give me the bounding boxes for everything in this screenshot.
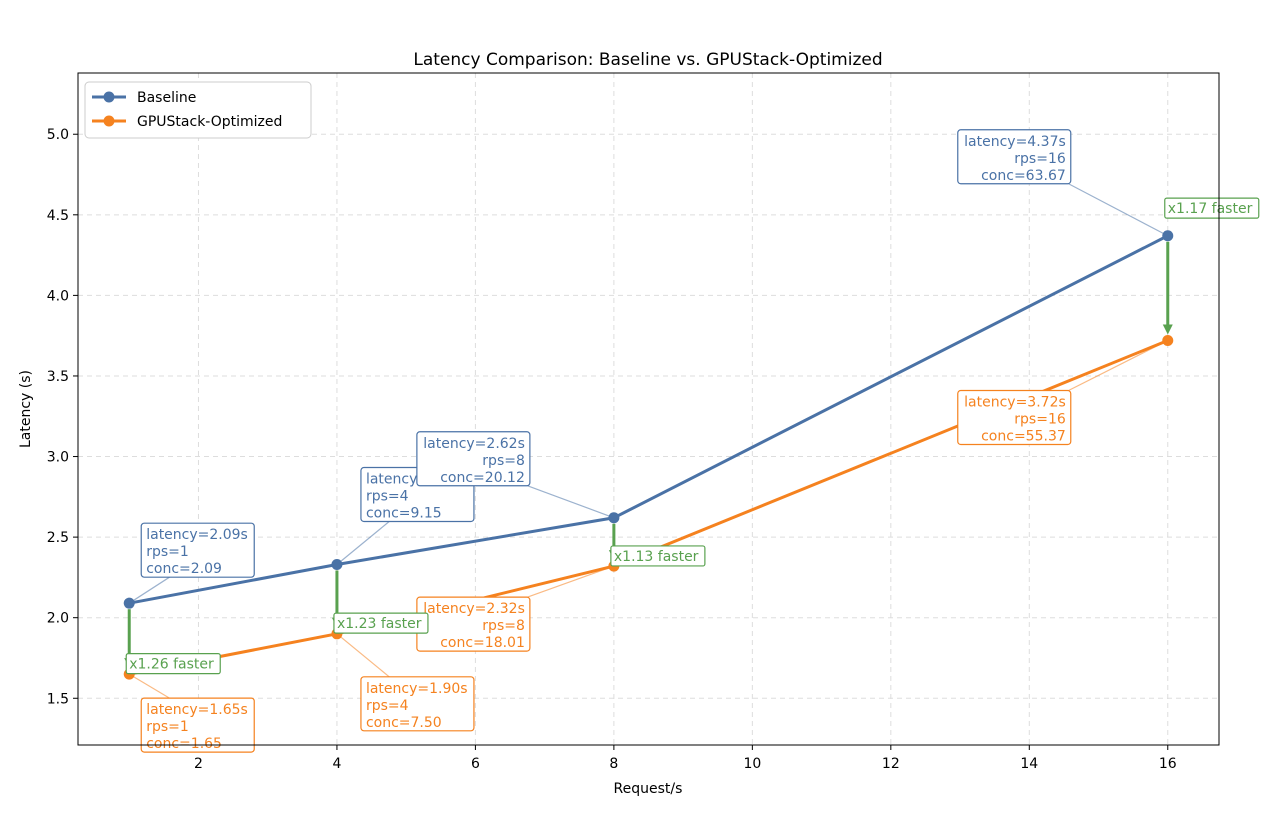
annotation-text: conc=63.67	[981, 168, 1066, 184]
annotation-box	[140, 697, 255, 753]
annotation-connector	[336, 521, 390, 565]
legend-swatch-marker	[103, 115, 115, 127]
annotation-box	[360, 676, 475, 732]
y-tick-label: 1.5	[47, 691, 69, 707]
x-tick-label: 14	[1020, 756, 1038, 772]
annotation-text: latency=4.37s	[964, 134, 1066, 150]
annotation-connector	[527, 565, 615, 598]
annotation-connector	[128, 576, 170, 604]
legend-label: GPUStack-Optimized	[137, 114, 282, 130]
annotation-connector	[336, 633, 390, 678]
speedup-label: x1.17 faster	[1168, 201, 1253, 217]
annotation-text: conc=1.65	[146, 736, 222, 752]
annotation-text: conc=7.50	[366, 715, 442, 731]
x-tick-label: 4	[332, 756, 341, 772]
annotation-box	[957, 389, 1072, 446]
annotation-text: rps=1	[146, 544, 189, 560]
annotation-box	[416, 431, 531, 487]
speedup-label-box	[333, 612, 429, 634]
speedup-arrowhead	[1162, 324, 1173, 335]
annotation-box	[957, 129, 1072, 185]
series-line-0	[128, 234, 1169, 605]
x-tick-label: 6	[471, 756, 480, 772]
x-tick-label: 12	[882, 756, 900, 772]
y-tick-label: 3.5	[47, 369, 69, 385]
chart-title: Latency Comparison: Baseline vs. GPUStac…	[413, 50, 882, 70]
annotation-text: conc=2.09	[146, 561, 222, 577]
annotation-text: latency=3.72s	[964, 395, 1066, 411]
annotation-connector	[1068, 183, 1169, 237]
speedup-label-box	[125, 653, 221, 675]
annotation-text: latency=2.09s	[146, 527, 248, 543]
annotation-text: latency=1.65s	[146, 702, 248, 718]
speedup-label: x1.23 faster	[337, 616, 422, 632]
annotation-text: latency=2.32s	[423, 601, 525, 617]
annotation-text: rps=16	[1014, 151, 1066, 167]
x-tick-label: 10	[743, 756, 761, 772]
x-axis-label: Request/s	[614, 781, 683, 797]
annotation-connector	[1068, 339, 1169, 392]
legend-swatch-marker	[103, 91, 115, 103]
y-tick-label: 4.0	[47, 288, 69, 304]
y-tick-label: 5.0	[47, 127, 69, 143]
legend-label: Baseline	[137, 90, 196, 106]
annotation-text: conc=55.37	[981, 429, 1066, 445]
annotation-box	[140, 522, 255, 578]
annotation-text: rps=16	[1014, 412, 1066, 428]
y-tick-label: 3.0	[47, 450, 69, 466]
annotation-text: rps=1	[146, 719, 189, 735]
speedup-label: x1.13 faster	[614, 549, 699, 565]
x-tick-label: 8	[609, 756, 618, 772]
y-tick-label: 2.5	[47, 530, 69, 546]
annotation-text: rps=4	[366, 489, 409, 505]
annotation-text: conc=20.12	[440, 470, 525, 486]
y-tick-label: 2.0	[47, 611, 69, 627]
annotation-text: conc=9.15	[366, 506, 442, 522]
y-axis-label: Latency (s)	[18, 370, 34, 448]
speedup-label-box	[1164, 197, 1260, 219]
annotation-connector	[128, 673, 170, 699]
annotation-text: latency=2.62s	[423, 436, 525, 452]
y-tick-label: 4.5	[47, 208, 69, 224]
x-tick-label: 2	[194, 756, 203, 772]
annotation-text: rps=8	[482, 618, 525, 634]
annotation-text: rps=8	[482, 453, 525, 469]
plot-frame	[77, 72, 1220, 746]
speedup-label-box	[610, 545, 706, 567]
annotation-text: conc=18.01	[440, 635, 525, 651]
x-tick-label: 16	[1159, 756, 1177, 772]
annotation-connector	[527, 485, 615, 519]
annotation-text: rps=4	[366, 698, 409, 714]
annotation-text: latency=1.90s	[366, 681, 468, 697]
speedup-label: x1.26 faster	[129, 657, 214, 673]
legend-box	[84, 81, 312, 139]
